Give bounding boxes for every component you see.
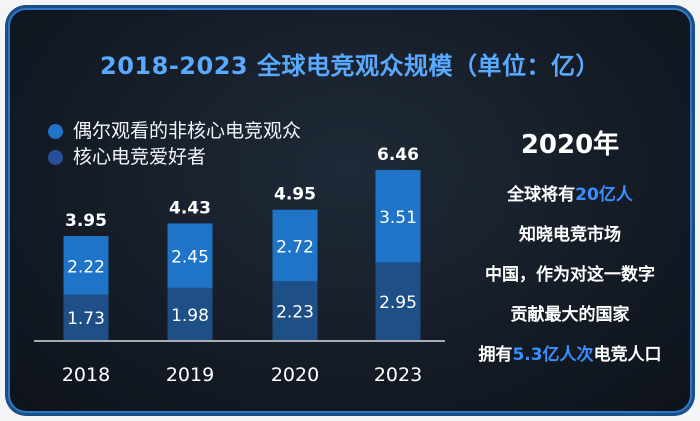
- bar-value-label-2020-casual: 2.72: [276, 238, 314, 258]
- bar-value-label-2018-core: 1.73: [67, 309, 105, 329]
- legend-swatch-core: [48, 149, 63, 165]
- side-note-year: 2020年: [520, 130, 620, 160]
- side-note-line-3: 中国，作为对这一数字: [485, 265, 655, 285]
- chart-title: 2018-2023 全球电竞观众规模（单位：亿）: [100, 52, 600, 80]
- bar-total-label-2023: 6.46: [377, 145, 419, 165]
- bar-segment-2023-casual: [375, 170, 421, 263]
- bar-segment-2019-casual: [167, 223, 213, 288]
- legend-label-casual: 偶尔观看的非核心电竞观众: [73, 120, 302, 142]
- side-note-line-1: 全球将有20亿人: [507, 185, 633, 205]
- x-tick-label-2020: 2020: [271, 364, 319, 386]
- highlight-530m: 5.3亿人次: [512, 345, 594, 365]
- x-tick-label-2023: 2023: [374, 364, 422, 386]
- bar-value-label-2020-core: 2.23: [276, 303, 314, 323]
- bar-segment-2020-core: [272, 281, 318, 340]
- bar-value-label-2018-casual: 2.22: [67, 257, 105, 277]
- highlight-2b: 20亿人: [575, 185, 633, 205]
- x-tick-label-2019: 2019: [166, 364, 214, 386]
- bar-value-label-2023-core: 2.95: [379, 293, 417, 313]
- side-note-line-4: 贡献最大的国家: [510, 305, 630, 325]
- side-note-line-2: 知晓电竞市场: [519, 225, 621, 245]
- bar-total-label-2020: 4.95: [274, 185, 316, 205]
- bar-value-label-2019-core: 1.98: [171, 306, 209, 326]
- legend-item-casual: 偶尔观看的非核心电竞观众: [48, 118, 301, 144]
- side-note: 2020年 全球将有20亿人 知晓电竞市场 中国，作为对这一数字 贡献最大的国家…: [455, 124, 685, 375]
- legend-swatch-casual: [48, 123, 63, 139]
- bar-segment-2020-casual: [272, 209, 318, 282]
- chart-panel: [8, 8, 692, 413]
- bar-segment-2018-core: [63, 294, 109, 340]
- bar-value-label-2023-casual: 3.51: [379, 208, 417, 228]
- legend: 偶尔观看的非核心电竞观众 核心电竞爱好者: [48, 118, 301, 170]
- side-note-line-5: 拥有5.3亿人次电竞人口: [478, 345, 662, 365]
- bar-segment-2018-casual: [63, 236, 109, 295]
- x-tick-label-2018: 2018: [62, 364, 110, 386]
- bar-segment-2019-core: [167, 287, 213, 340]
- bar-value-label-2019-casual: 2.45: [171, 248, 209, 268]
- bar-segment-2023-core: [375, 262, 421, 340]
- legend-label-core: 核心电竞爱好者: [73, 146, 207, 168]
- bar-total-label-2019: 4.43: [169, 198, 211, 218]
- legend-item-core: 核心电竞爱好者: [48, 144, 301, 170]
- bar-total-label-2018: 3.95: [65, 211, 107, 231]
